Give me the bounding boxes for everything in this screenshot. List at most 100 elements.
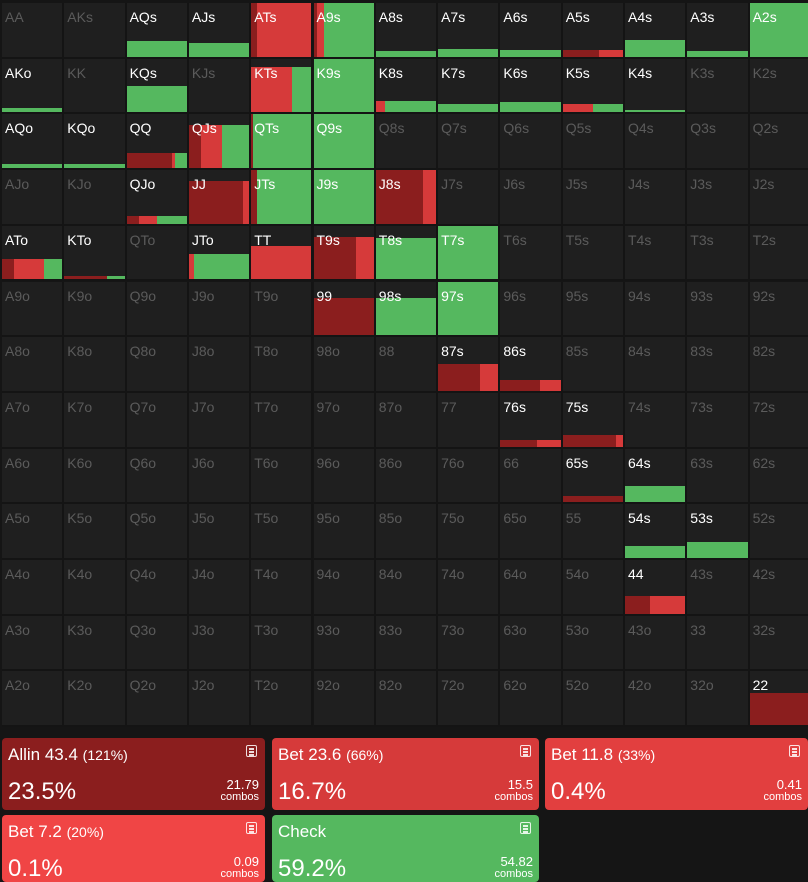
hand-cell[interactable]: T9o [251,281,314,338]
hand-cell[interactable]: 84s [625,337,688,393]
hand-cell[interactable]: Q4s [625,114,688,171]
hand-cell[interactable]: T3s [687,225,750,282]
hand-cell[interactable]: T4o [251,560,314,616]
hand-cell[interactable]: 98o [313,337,376,393]
hand-cell[interactable]: 55 [562,504,625,560]
hand-cell[interactable]: T8s [375,225,439,282]
hand-cell[interactable]: 99 [313,281,376,338]
hand-cell[interactable]: Q7o [126,392,189,449]
hand-cell[interactable]: Q2s [749,114,808,171]
hand-cell[interactable]: 93o [313,615,376,672]
hand-cell[interactable]: J5o [188,504,252,560]
hand-cell[interactable]: 86s [500,337,563,393]
hand-cell[interactable]: 86o [375,448,439,505]
hand-cell[interactable]: 53o [562,615,625,672]
hand-cell[interactable]: T7s [438,225,501,282]
hand-cell[interactable]: Q9s [313,114,376,171]
hand-cell[interactable]: 97s [438,281,501,338]
notes-icon[interactable] [520,822,531,834]
hand-cell[interactable]: K9o [64,281,127,338]
hand-cell[interactable]: Q5o [126,504,189,560]
hand-cell[interactable]: T5o [251,504,314,560]
hand-cell[interactable]: 76s [500,392,563,449]
hand-cell[interactable]: 77 [438,392,501,449]
hand-cell[interactable]: 64s [625,448,688,505]
hand-cell[interactable]: J8o [188,337,252,393]
hand-cell[interactable]: Q3s [687,114,750,171]
action-card-allin[interactable]: Allin 43.4 (121%) 23.5% 21.79 combos [2,738,265,810]
hand-cell[interactable]: T8o [251,337,314,393]
hand-cell[interactable]: Q3o [126,615,189,672]
action-card-bet-7-2[interactable]: Bet 7.2 (20%) 0.1% 0.09 combos [2,815,265,882]
hand-cell[interactable]: 62s [749,448,808,505]
hand-cell[interactable]: AKo [2,58,65,115]
hand-cell[interactable]: A6s [500,3,563,59]
hand-cell[interactable]: AA [2,3,65,59]
hand-cell[interactable]: T3o [251,615,314,672]
hand-cell[interactable]: J2o [188,671,252,728]
hand-cell[interactable]: A3o [2,615,65,672]
hand-cell[interactable]: KQo [64,114,127,171]
hand-cell[interactable]: 73o [438,615,501,672]
hand-cell[interactable]: 43s [687,560,750,616]
hand-cell[interactable]: A5o [2,504,65,560]
hand-cell[interactable]: JTo [188,225,252,282]
hand-cell[interactable]: 44 [625,560,688,616]
hand-cell[interactable]: 52o [562,671,625,728]
hand-cell[interactable]: A9o [2,281,65,338]
hand-cell[interactable]: Q8o [126,337,189,393]
hand-cell[interactable]: JJ [188,170,252,226]
hand-cell[interactable]: KJo [64,170,127,226]
hand-cell[interactable]: J6s [500,170,563,226]
hand-cell[interactable]: KJs [188,58,252,115]
hand-cell[interactable]: 54s [625,504,688,560]
hand-cell[interactable]: J5s [562,170,625,226]
hand-cell[interactable]: 53s [687,504,750,560]
hand-cell[interactable]: K6o [64,448,127,505]
hand-cell[interactable]: 52s [749,504,808,560]
hand-cell[interactable]: 96s [500,281,563,338]
hand-cell[interactable]: AQs [126,3,189,59]
hand-cell[interactable]: 75o [438,504,501,560]
hand-cell[interactable]: K6s [500,58,563,115]
hand-cell[interactable]: A7s [438,3,501,59]
hand-cell[interactable]: A5s [562,3,625,59]
hand-cell[interactable]: 97o [313,392,376,449]
hand-cell[interactable]: K5s [562,58,625,115]
hand-cell[interactable]: 87o [375,392,439,449]
hand-cell[interactable]: T6o [251,448,314,505]
hand-cell[interactable]: K4o [64,560,127,616]
hand-cell[interactable]: 95o [313,504,376,560]
hand-cell[interactable]: T5s [562,225,625,282]
hand-cell[interactable]: 65s [562,448,625,505]
hand-cell[interactable]: AJs [188,3,252,59]
hand-cell[interactable]: 98s [375,281,439,338]
hand-cell[interactable]: K7s [438,58,501,115]
hand-cell[interactable]: 83o [375,615,439,672]
hand-cell[interactable]: AQo [2,114,65,171]
hand-cell[interactable]: 85o [375,504,439,560]
hand-cell[interactable]: T2s [749,225,808,282]
hand-cell[interactable]: T7o [251,392,314,449]
hand-cell[interactable]: J9s [313,170,376,226]
hand-cell[interactable]: 74s [625,392,688,449]
hand-cell[interactable]: 82o [375,671,439,728]
hand-cell[interactable]: A7o [2,392,65,449]
action-card-check[interactable]: Check 59.2% 54.82 combos [272,815,539,882]
hand-cell[interactable]: 93s [687,281,750,338]
hand-cell[interactable]: KK [64,58,127,115]
hand-cell[interactable]: ATo [2,225,65,282]
hand-cell[interactable]: KQs [126,58,189,115]
hand-cell[interactable]: A8s [375,3,439,59]
hand-cell[interactable]: K2s [749,58,808,115]
hand-cell[interactable]: J6o [188,448,252,505]
hand-cell[interactable]: 72o [438,671,501,728]
hand-cell[interactable]: J8s [375,170,439,226]
hand-cell[interactable]: 42s [749,560,808,616]
hand-cell[interactable]: 54o [562,560,625,616]
hand-cell[interactable]: QTo [126,225,189,282]
hand-cell[interactable]: 84o [375,560,439,616]
notes-icon[interactable] [789,745,800,757]
hand-cell[interactable]: 42o [625,671,688,728]
hand-cell[interactable]: AKs [64,3,127,59]
